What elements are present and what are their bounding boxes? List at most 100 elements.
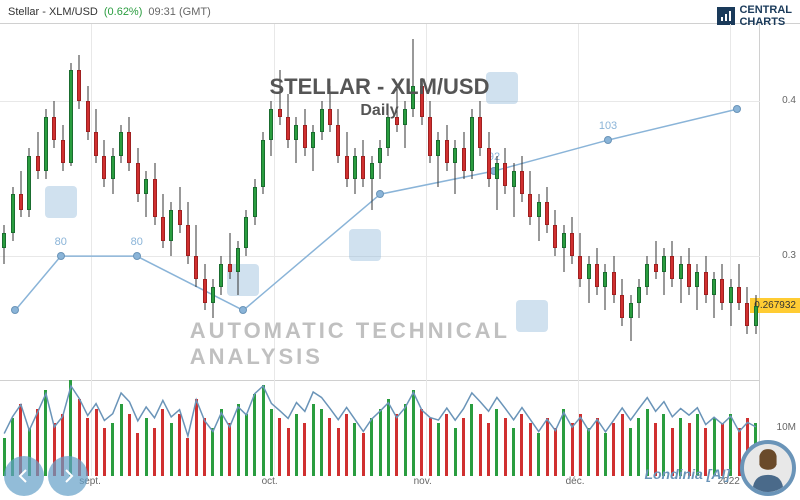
overlay-point (733, 105, 741, 113)
candlestick (462, 132, 466, 178)
candlestick (495, 156, 499, 210)
candlestick (311, 125, 315, 171)
nav-buttons (4, 456, 88, 496)
candlestick (153, 163, 157, 225)
candlestick (169, 202, 173, 256)
price-change: (0.62%) (104, 6, 143, 18)
y-axis-label: 0.4 (782, 95, 796, 106)
chart-title: STELLAR - XLM/USD Daily (270, 74, 490, 120)
candlestick (737, 264, 741, 310)
timestamp: 09:31 (GMT) (148, 6, 210, 18)
candlestick (178, 187, 182, 233)
volume-chart-area[interactable] (0, 380, 760, 476)
chart-header: Stellar - XLM/USD (0.62%) 09:31 (GMT) (0, 0, 800, 24)
candlestick (645, 256, 649, 295)
price-y-axis: 0.3 0.4 (760, 24, 800, 380)
candlestick (453, 140, 457, 194)
candlestick (203, 264, 207, 310)
candlestick (36, 132, 40, 178)
volume-y-label: 10M (777, 422, 796, 433)
candlestick (578, 233, 582, 287)
candlestick (712, 272, 716, 318)
x-axis-label: nov. (414, 476, 432, 494)
candlestick (370, 156, 374, 210)
candlestick (445, 125, 449, 171)
candlestick (119, 125, 123, 164)
candlestick (44, 109, 48, 179)
candlestick (687, 248, 691, 294)
candlestick (520, 156, 524, 202)
candlestick (603, 264, 607, 310)
overlay-point-label: 103 (599, 120, 617, 132)
candlestick (294, 117, 298, 163)
overlay-point (11, 306, 19, 314)
candlestick (503, 148, 507, 194)
candlestick (11, 187, 15, 241)
candlestick (353, 148, 357, 194)
candlestick (211, 279, 215, 318)
candlestick (161, 194, 165, 248)
candlestick (261, 132, 265, 194)
candlestick (654, 241, 658, 280)
candlestick (436, 132, 440, 186)
candlestick (361, 140, 365, 186)
candlestick (620, 279, 624, 325)
candlestick (720, 264, 724, 310)
price-chart-area[interactable]: STELLAR - XLM/USD Daily AUTOMATIC TECHNI… (0, 24, 760, 380)
logo-text-1: CENTRAL (739, 4, 792, 16)
candlestick (662, 248, 666, 294)
candlestick (512, 163, 516, 217)
nav-next-button[interactable] (48, 456, 88, 496)
avatar-image[interactable] (740, 440, 796, 496)
candlestick (253, 179, 257, 225)
candlestick (144, 171, 148, 217)
candlestick (102, 140, 106, 186)
candlestick (228, 233, 232, 279)
overlay-point (239, 306, 247, 314)
ticker-name: Stellar - XLM/USD (8, 6, 98, 18)
nav-prev-button[interactable] (4, 456, 44, 496)
candlestick (77, 55, 81, 109)
overlay-point (376, 190, 384, 198)
candlestick (679, 256, 683, 302)
x-axis-label: oct. (262, 476, 278, 494)
candlestick (27, 148, 31, 218)
y-axis-label: 0.3 (782, 250, 796, 261)
candlestick (2, 225, 6, 264)
candlestick (612, 256, 616, 302)
overlay-point (57, 252, 65, 260)
candlestick (670, 241, 674, 287)
candlestick (345, 132, 349, 186)
candlestick (69, 63, 73, 167)
candlestick (553, 210, 557, 256)
candlestick (745, 287, 749, 333)
candlestick (19, 171, 23, 217)
overlay-point-label: 80 (131, 236, 143, 248)
candlestick (704, 256, 708, 302)
candlestick (61, 125, 65, 171)
candlestick (729, 279, 733, 325)
candlestick (244, 210, 248, 256)
candlestick (86, 86, 90, 140)
candlestick (754, 295, 758, 334)
candlestick (186, 202, 190, 264)
candlestick (562, 225, 566, 271)
candlestick (629, 295, 633, 341)
candlestick (537, 194, 541, 240)
candlestick (528, 171, 532, 225)
candlestick (378, 140, 382, 179)
candlestick (94, 109, 98, 163)
overlay-point-label: 80 (55, 236, 67, 248)
candlestick (570, 217, 574, 263)
logo-icon (717, 7, 735, 25)
overlay-point (133, 252, 141, 260)
candlestick (595, 248, 599, 294)
overlay-point (604, 136, 612, 144)
x-axis-label: déc. (566, 476, 585, 494)
avatar-label: Londinia [AI] (644, 466, 730, 482)
candlestick (637, 279, 641, 318)
candlestick (545, 187, 549, 233)
candlestick (127, 117, 131, 171)
candlestick (587, 256, 591, 302)
candlestick (111, 148, 115, 194)
